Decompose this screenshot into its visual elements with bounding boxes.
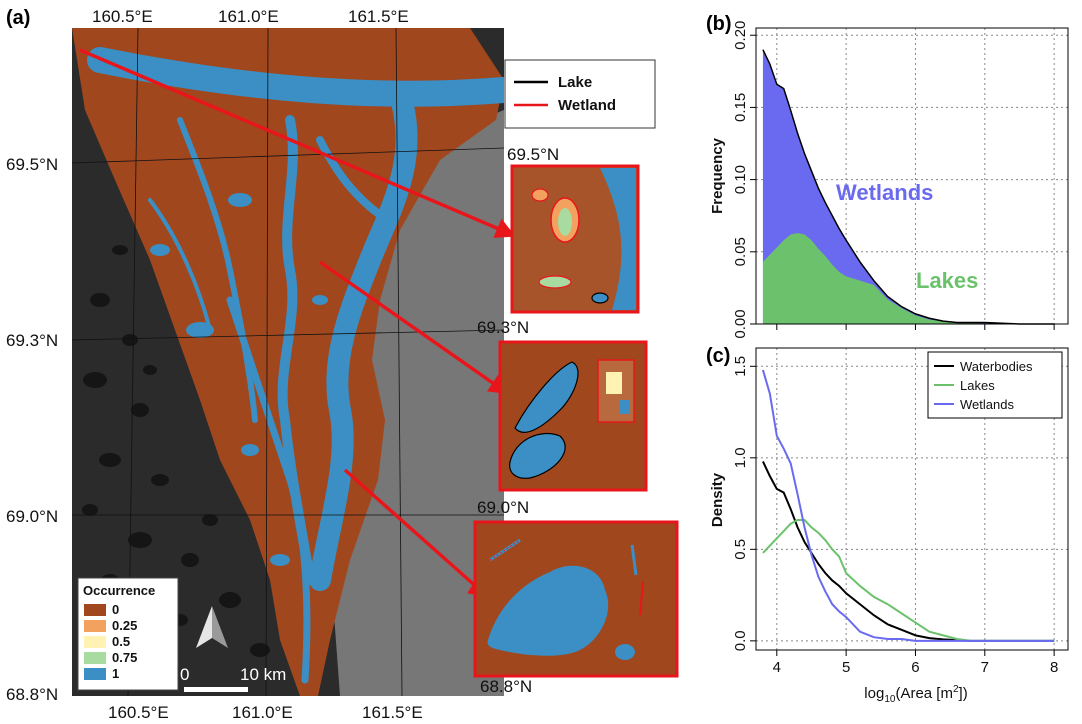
annotation-lakes: Lakes [916, 268, 978, 293]
area-lakes [762, 233, 1055, 324]
x-tick-label: 6 [911, 659, 919, 676]
occurrence-label-0: 0 [112, 602, 119, 617]
inset-lat-label-4: 68.8°N [480, 677, 532, 696]
occurrence-label-4: 1 [112, 666, 119, 681]
lon-label-bottom-3: 161.5°E [362, 703, 423, 722]
panel-b-label: (b) [706, 13, 732, 35]
outline-legend: Lake Wetland [504, 59, 656, 129]
x-tick-label: 7 [981, 659, 989, 676]
occurrence-label-1: 0.25 [112, 618, 137, 633]
occurrence-label-2: 0.5 [112, 634, 130, 649]
occurrence-swatch-2 [84, 636, 106, 648]
y-tick-label: 0.05 [732, 237, 749, 266]
occurrence-legend: Occurrence 0 0.25 0.5 0.75 1 [77, 577, 179, 691]
line-wetlands [761, 369, 1055, 642]
map-lake-texture [82, 245, 270, 657]
lon-label-bottom-2: 161.0°E [232, 703, 293, 722]
inset-lat-label-2: 69.3°N [477, 318, 529, 337]
lon-label-top-3: 161.5°E [348, 7, 409, 26]
scale-bar-zero: 0 [180, 665, 189, 684]
y-tick-label: 1.0 [732, 447, 749, 468]
inset-2 [498, 340, 648, 492]
wetland-legend-label: Wetland [558, 97, 616, 114]
plot-frame [755, 27, 1069, 325]
map-water-patches [150, 193, 328, 566]
x-tick-label: 5 [842, 659, 850, 676]
inset-1 [510, 164, 640, 314]
panel-c-label: (c) [706, 345, 730, 367]
north-arrow-icon [196, 606, 228, 648]
chart-c-ylabel: Density [709, 472, 726, 527]
y-tick-label: 0.15 [732, 93, 749, 122]
legend-label-wetlands: Wetlands [960, 397, 1014, 412]
chart-b: 0.00 0.05 0.10 0.15 0.20 Wetlands Lakes [732, 21, 1069, 339]
area-wetlands [762, 49, 1055, 324]
map-river-channels [87, 47, 504, 684]
inset-lat-label-3: 69.0°N [477, 498, 529, 517]
inset-lat-label-1: 69.5°N [507, 145, 559, 164]
y-tick-label: 0.20 [732, 21, 749, 50]
x-tick-label: 8 [1050, 659, 1058, 676]
y-tick-label: 0.0 [732, 630, 749, 651]
chart-c-xlabel: log10(Area [m2]) [864, 684, 967, 705]
scale-bar: 0 10 km [180, 665, 286, 692]
lat-label-4: 68.8°N [6, 685, 58, 704]
annotation-wetlands: Wetlands [836, 180, 933, 205]
line-lakes [762, 519, 1055, 642]
y-tick-label: 0.5 [732, 539, 749, 560]
plot-frame [755, 347, 1069, 651]
chart-c: 0.0 0.5 1.0 1.5 4 5 6 7 8 Waterbodies Lakes Wetland… [732, 347, 1069, 676]
occurrence-legend-title: Occurrence [83, 583, 155, 598]
y-tick-label: 0.10 [732, 165, 749, 194]
y-tick-label: 0.00 [732, 309, 749, 338]
legend-label-lakes: Lakes [960, 378, 995, 393]
lat-label-1: 69.5°N [6, 155, 58, 174]
legend-label-waterbodies: Waterbodies [960, 359, 1033, 374]
lon-label-top-2: 161.0°E [218, 7, 279, 26]
occurrence-swatch-0 [84, 604, 106, 616]
chart-b-ylabel: Frequency [709, 137, 726, 214]
lon-label-bottom-1: 160.5°E [108, 703, 169, 722]
map-top-edge [72, 20, 504, 28]
lon-label-top-1: 160.5°E [92, 7, 153, 26]
lat-label-2: 69.3°N [6, 331, 58, 350]
inset-3 [473, 520, 679, 678]
lake-legend-label: Lake [558, 74, 592, 91]
panel-a-label: (a) [6, 7, 30, 29]
line-waterbodies [762, 461, 1055, 642]
map-graticule [72, 28, 504, 696]
occurrence-swatch-4 [84, 668, 106, 680]
scale-bar-distance: 10 km [240, 665, 286, 684]
occurrence-swatch-1 [84, 620, 106, 632]
occurrence-swatch-3 [84, 652, 106, 664]
svg-text:log10(Area [m2]): log10(Area [m2]) [864, 684, 967, 705]
x-tick-label: 4 [773, 659, 781, 676]
y-tick-label: 1.5 [732, 356, 749, 377]
occurrence-label-3: 0.75 [112, 650, 137, 665]
area-outline [762, 49, 1055, 325]
lat-label-3: 69.0°N [6, 507, 58, 526]
